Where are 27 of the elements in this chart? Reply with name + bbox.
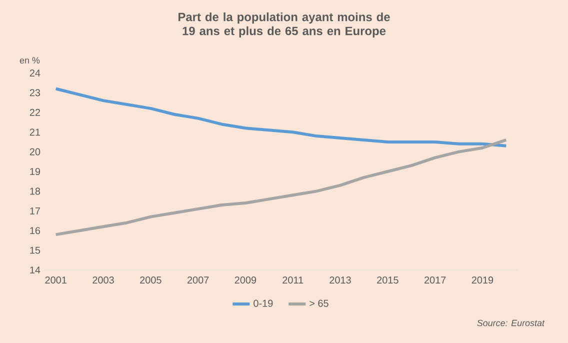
y-tick-label: 24 [30,70,40,76]
y-tick-label: 17 [30,207,40,214]
x-tick-label: 2009 [234,276,256,284]
x-tick-label: 2015 [377,276,398,284]
legend-label: > 65 [310,300,328,307]
y-tick-label: 19 [30,168,40,176]
x-tick-label: 2005 [140,276,162,284]
y-tick-label: 18 [30,188,40,195]
y-tick-label: 16 [30,227,40,234]
y-tick-label: 15 [30,246,40,254]
x-tick-label: 2017 [424,276,446,284]
source-note: Source: Eurostat [477,320,545,326]
x-tick-label: 2013 [330,276,351,284]
y-tick-label: 23 [30,89,40,96]
x-tick-label: 2001 [45,276,66,284]
legend-label: 0-19 [254,300,273,307]
y-axis-title: en % [20,57,40,64]
chart-title: Part de la population ayant moins de 19 ans et plus de 65 ans en Europe [178,12,390,38]
line-series [54,138,508,236]
x-tick-label: 2007 [187,276,209,284]
x-tick-label: 2019 [472,276,494,284]
y-tick-label: 20 [30,148,40,156]
x-tick-label: 2011 [282,276,304,284]
y-tick-label: 14 [30,266,40,274]
x-tick-label: 2003 [92,276,114,284]
y-tick-label: 22 [30,108,40,116]
y-tick-label: 21 [30,128,40,136]
